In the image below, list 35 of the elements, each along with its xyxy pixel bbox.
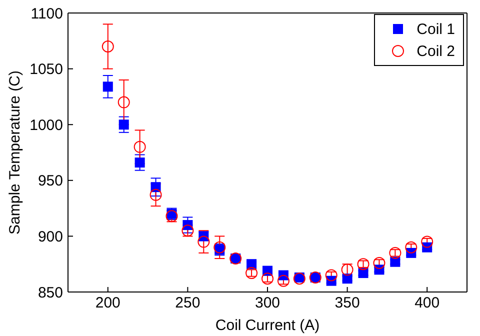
x-axis-title: Coil Current (A) <box>215 317 320 334</box>
point <box>262 272 274 285</box>
x-tick-label: 300 <box>254 294 280 312</box>
point <box>102 82 113 92</box>
y-tick-label: 850 <box>38 284 63 302</box>
point <box>373 256 386 269</box>
point <box>389 246 402 259</box>
legend-label: Coil 2 <box>416 42 455 60</box>
point <box>293 272 306 285</box>
point <box>358 268 368 278</box>
x-tick-label: 200 <box>95 294 120 312</box>
point <box>357 258 370 270</box>
y-tick-label: 900 <box>38 228 63 246</box>
point <box>150 188 162 201</box>
point <box>246 259 257 270</box>
point <box>342 274 352 284</box>
x-tick-label: 250 <box>175 294 200 312</box>
y-axis-title: Sample Temperature (C) <box>6 70 24 234</box>
point <box>198 236 210 248</box>
point <box>118 96 130 108</box>
y-tick-label: 1000 <box>30 116 63 134</box>
point <box>118 120 129 130</box>
y-tick-label: 950 <box>38 172 63 190</box>
y-tick-label: 1050 <box>30 61 63 78</box>
point <box>102 40 114 52</box>
point <box>134 158 145 168</box>
x-tick-label: 400 <box>414 294 440 312</box>
y-tick-label: 1100 <box>30 5 63 22</box>
point <box>405 241 418 254</box>
point <box>134 140 146 153</box>
point <box>214 241 226 254</box>
point <box>390 256 400 267</box>
legend-label: Coil 1 <box>416 20 455 38</box>
point <box>246 267 258 280</box>
x-tick-label: 350 <box>334 294 360 312</box>
